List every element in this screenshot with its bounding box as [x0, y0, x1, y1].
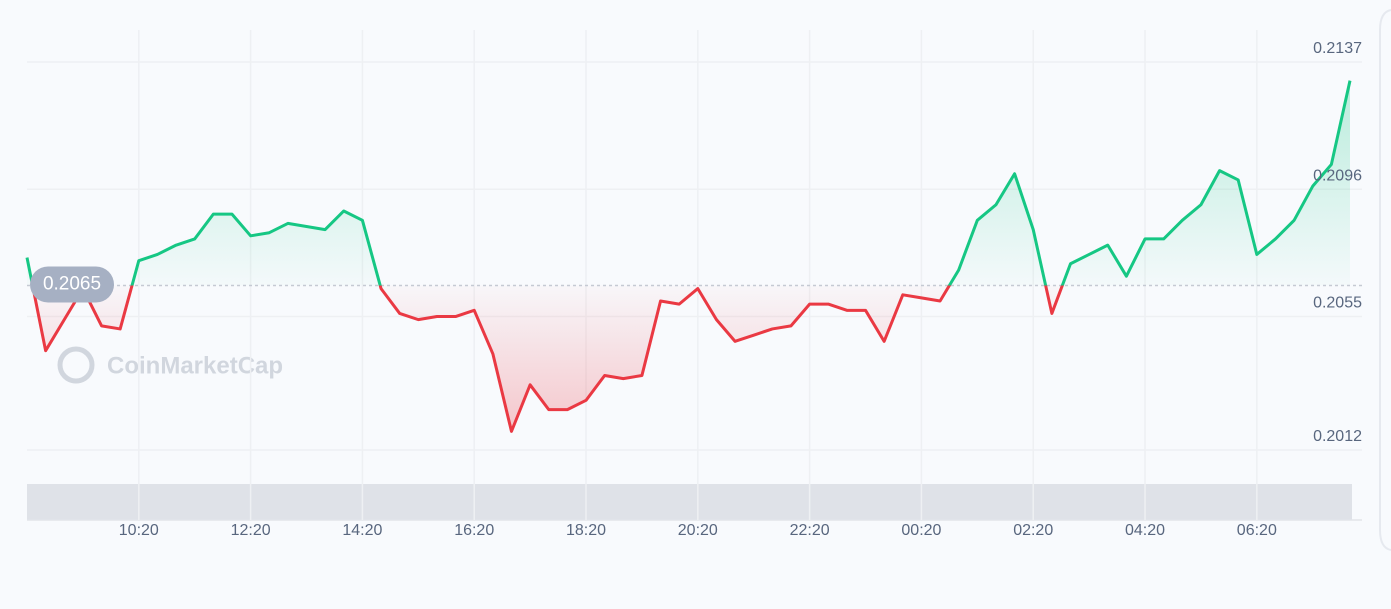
watermark-text: CoinMarketCap: [107, 352, 283, 379]
y-tick-label: 0.2012: [1313, 428, 1362, 445]
side-panel-edge: [1379, 9, 1391, 551]
y-tick-label: 0.2096: [1313, 167, 1362, 184]
x-tick-label: 12:20: [231, 522, 271, 539]
area: [27, 80, 1350, 432]
x-tick-label: 10:20: [119, 522, 159, 539]
x-tick-label: 16:20: [454, 522, 494, 539]
x-tick-label: 22:20: [790, 522, 830, 539]
y-tick-label: 0.2137: [1313, 40, 1362, 57]
x-tick-label: 00:20: [901, 522, 941, 539]
x-tick-label: 18:20: [566, 522, 606, 539]
price-line: [25, 80, 1352, 433]
x-tick-label: 04:20: [1125, 522, 1165, 539]
x-tick-label: 14:20: [342, 522, 382, 539]
labels: 0.2012 0.2055 0.2096 0.2137 10:20 12:20 14:20 1…: [30, 40, 1362, 539]
watermark: CoinMarketCap: [57, 346, 283, 384]
marks: [25, 80, 1362, 433]
baseline-pill: [30, 266, 114, 303]
watermark-logo: [57, 346, 95, 384]
x-tick-label: 20:20: [678, 522, 718, 539]
y-tick-label: 0.2055: [1313, 295, 1362, 312]
x-tick-label: 02:20: [1013, 522, 1053, 539]
x-tick-label: 06:20: [1237, 522, 1277, 539]
baseline-label: 0.2065: [43, 274, 101, 295]
volume-strip: [27, 484, 1352, 520]
